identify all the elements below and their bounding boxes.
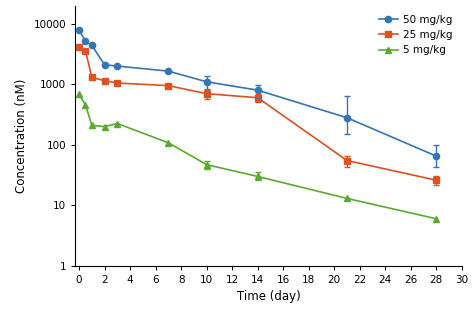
50 mg/kg: [89, 44, 95, 47]
5 mg/kg: [165, 141, 171, 145]
Line: 5 mg/kg: 5 mg/kg: [76, 91, 439, 222]
5 mg/kg: [82, 103, 88, 107]
Line: 50 mg/kg: 50 mg/kg: [76, 27, 439, 159]
5 mg/kg: [89, 124, 95, 127]
5 mg/kg: [434, 217, 439, 221]
50 mg/kg: [344, 116, 350, 120]
50 mg/kg: [102, 63, 108, 67]
50 mg/kg: [255, 88, 261, 92]
50 mg/kg: [76, 28, 82, 32]
X-axis label: Time (day): Time (day): [237, 290, 301, 303]
25 mg/kg: [255, 96, 261, 99]
5 mg/kg: [204, 163, 210, 167]
Y-axis label: Concentration (nM): Concentration (nM): [15, 78, 28, 193]
50 mg/kg: [204, 80, 210, 84]
25 mg/kg: [434, 178, 439, 182]
5 mg/kg: [115, 122, 120, 125]
50 mg/kg: [165, 69, 171, 73]
50 mg/kg: [82, 39, 88, 43]
5 mg/kg: [255, 175, 261, 178]
25 mg/kg: [82, 49, 88, 53]
50 mg/kg: [115, 64, 120, 68]
5 mg/kg: [102, 125, 108, 129]
25 mg/kg: [204, 92, 210, 95]
Line: 25 mg/kg: 25 mg/kg: [76, 44, 439, 183]
25 mg/kg: [89, 75, 95, 79]
25 mg/kg: [115, 81, 120, 85]
25 mg/kg: [102, 79, 108, 83]
25 mg/kg: [165, 84, 171, 87]
25 mg/kg: [344, 159, 350, 163]
25 mg/kg: [76, 45, 82, 49]
Legend: 50 mg/kg, 25 mg/kg, 5 mg/kg: 50 mg/kg, 25 mg/kg, 5 mg/kg: [375, 11, 456, 60]
5 mg/kg: [76, 93, 82, 96]
50 mg/kg: [434, 154, 439, 158]
5 mg/kg: [344, 197, 350, 200]
